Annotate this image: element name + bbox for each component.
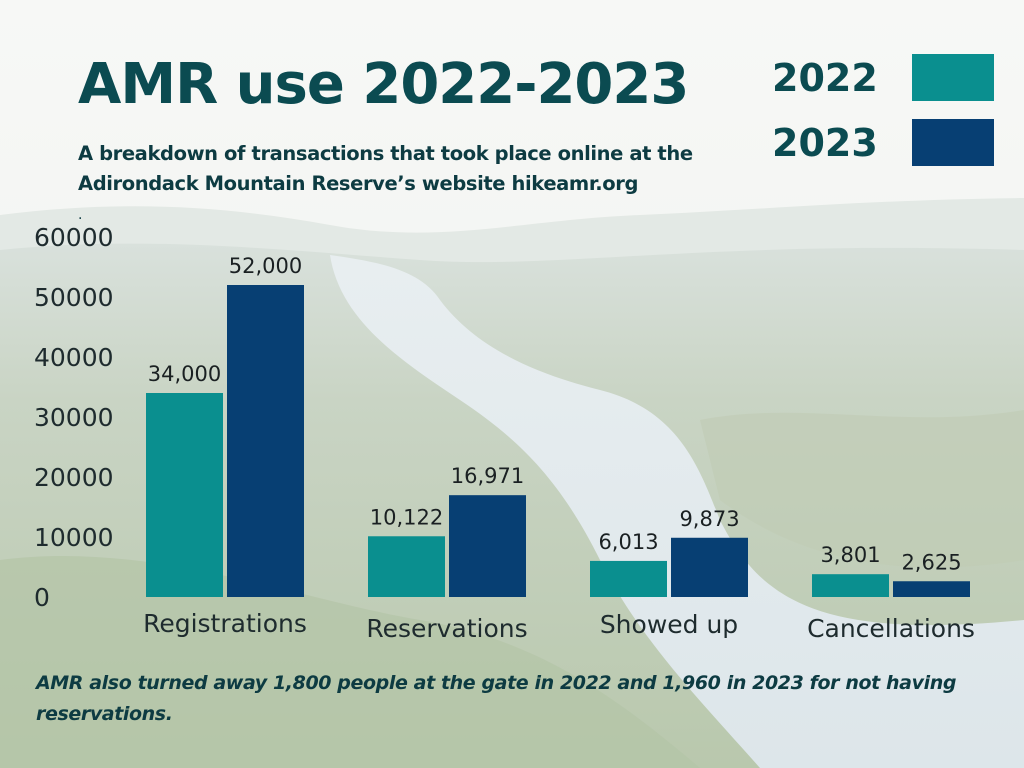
- data-label: 10,122: [370, 505, 443, 529]
- data-label: 34,000: [148, 362, 221, 386]
- bar-2022-registrations: [146, 393, 223, 597]
- data-label: 16,971: [451, 464, 524, 488]
- legend-label-2022: 2022: [772, 55, 878, 100]
- legend-label-2023: 2023: [772, 120, 878, 165]
- data-label: 52,000: [229, 254, 302, 278]
- category-label: Showed up: [600, 610, 738, 639]
- y-tick-label: 50000: [34, 283, 114, 312]
- chart-title: AMR use 2022-2023: [78, 52, 689, 117]
- bar-2022-cancellations: [812, 574, 889, 597]
- legend-swatch-2022: [912, 54, 994, 101]
- y-tick-label: 30000: [34, 403, 114, 432]
- data-label: 6,013: [598, 530, 658, 554]
- footnote: AMR also turned away 1,800 people at the…: [36, 672, 957, 725]
- data-label: 9,873: [679, 507, 739, 531]
- bar-2023-showed-up: [671, 537, 748, 597]
- chart-subtitle: A breakdown of transactions that took pl…: [78, 142, 693, 195]
- bar-2023-reservations: [449, 495, 526, 597]
- bar-2022-reservations: [368, 536, 445, 597]
- bar-2023-cancellations: [893, 581, 970, 597]
- y-tick-label: 20000: [34, 463, 114, 492]
- y-tick-label: 60000: [34, 223, 114, 252]
- bar-2023-registrations: [227, 285, 304, 597]
- category-label: Cancellations: [807, 614, 975, 643]
- legend-item-2023: 2023: [772, 119, 994, 166]
- data-label: 3,801: [820, 543, 880, 567]
- stray-mark: .: [78, 207, 83, 223]
- data-label: 2,625: [901, 550, 961, 574]
- y-tick-label: 0: [34, 583, 50, 612]
- category-label: Reservations: [366, 614, 527, 643]
- category-label: Registrations: [143, 609, 307, 638]
- legend-swatch-2023: [912, 119, 994, 166]
- y-tick-label: 40000: [34, 343, 114, 372]
- y-tick-label: 10000: [34, 523, 114, 552]
- bar-2022-showed-up: [590, 560, 667, 597]
- legend-item-2022: 2022: [772, 54, 994, 101]
